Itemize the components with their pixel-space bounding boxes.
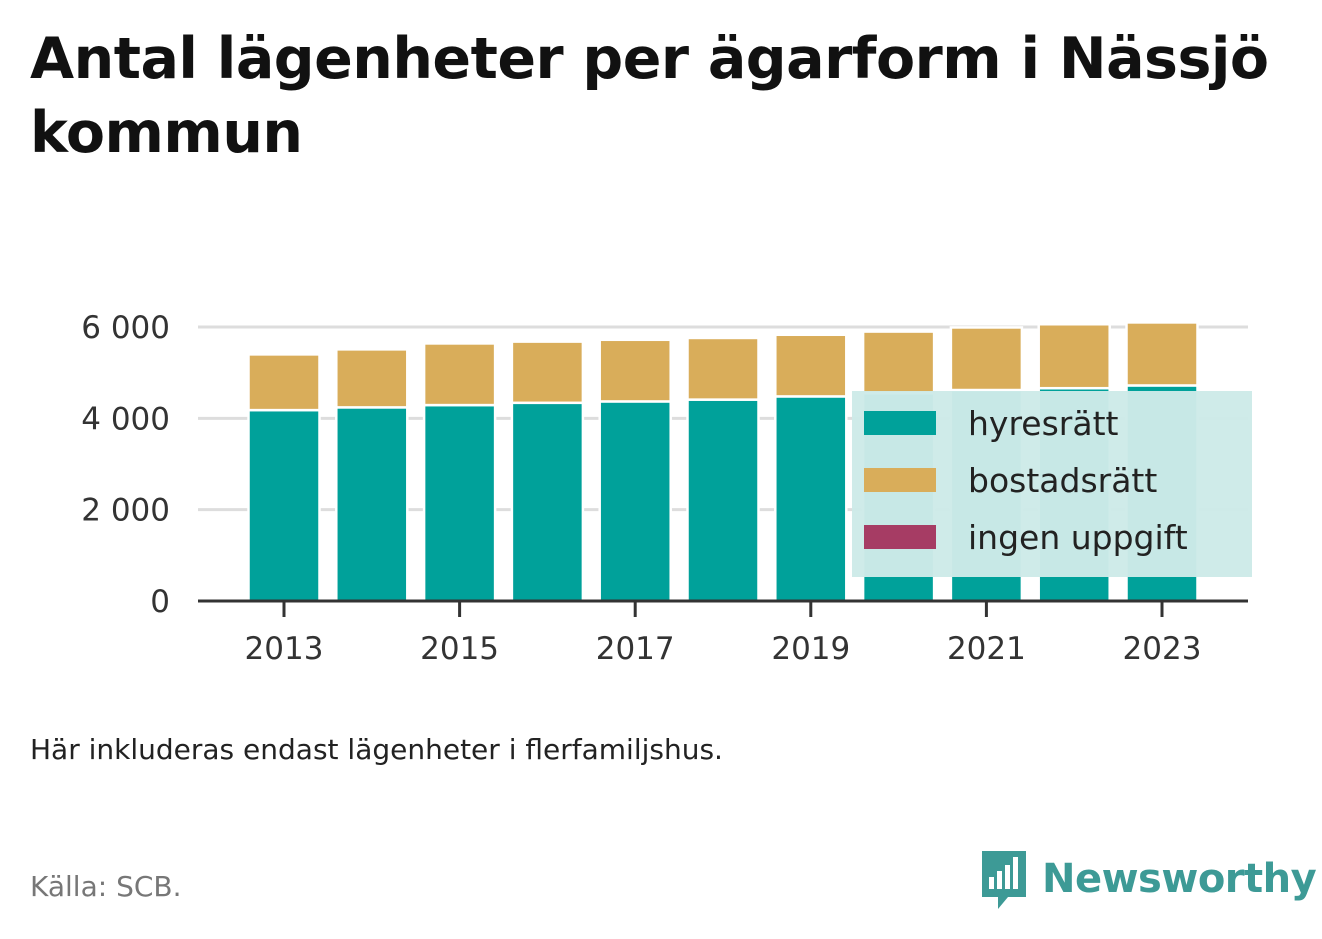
bar-stack-2017 (598, 338, 672, 603)
bar-bostadsrätt (598, 338, 672, 403)
bar-stack-2013 (247, 353, 321, 603)
source-text: Källa: SCB. (30, 870, 182, 903)
bar-stack-2016 (510, 340, 585, 603)
bar-hyresrätt (774, 395, 848, 603)
bar-hyresrätt (686, 398, 760, 603)
bar-bostadsrätt (861, 330, 936, 395)
bar-bostadsrätt (949, 326, 1024, 392)
bar-hyresrätt (247, 408, 321, 603)
bar-hyresrätt (335, 406, 409, 603)
bar-stack-2019 (774, 333, 848, 603)
bar-hyresrätt (510, 401, 585, 603)
bar-bostadsrätt (686, 336, 760, 401)
bar-bostadsrätt (247, 353, 321, 412)
bar-stack-2018 (686, 336, 760, 603)
x-axis-ticks: 2013 2015 2017 2019 2021 2023 (245, 601, 1202, 667)
legend-swatch (864, 468, 936, 492)
x-tick-label: 2017 (596, 631, 675, 667)
brand-name: Newsworthy (1042, 856, 1317, 902)
bar-bostadsrätt (335, 348, 409, 409)
legend: hyresrätt bostadsrätt ingen uppgift (864, 404, 1188, 557)
x-tick-label: 2023 (1123, 631, 1202, 667)
legend-label: hyresrätt (968, 404, 1119, 443)
bar-hyresrätt (422, 403, 497, 603)
bar-bostadsrätt (1125, 321, 1199, 387)
legend-label: bostadsrätt (968, 461, 1157, 500)
y-tick-label: 6 000 (81, 310, 170, 346)
legend-swatch (864, 525, 936, 549)
y-tick-label: 2 000 (81, 493, 170, 529)
newsworthy-icon (982, 851, 1026, 909)
bar-bostadsrätt (774, 333, 848, 398)
y-tick-label: 0 (150, 584, 170, 620)
chart-title: Antal lägenheter per ägarform i Nässjö k… (30, 26, 1269, 166)
bar-bostadsrätt (1037, 323, 1111, 390)
x-tick-label: 2015 (420, 631, 499, 667)
bar-bostadsrätt (422, 342, 497, 407)
y-tick-label: 4 000 (81, 401, 170, 437)
x-tick-label: 2019 (771, 631, 850, 667)
brand-logo[interactable]: Newsworthy (978, 846, 1317, 912)
bar-stack-2014 (335, 348, 409, 603)
bar-stack-2015 (422, 342, 497, 603)
bar-hyresrätt (598, 400, 672, 603)
legend-label: ingen uppgift (968, 518, 1188, 557)
x-tick-label: 2021 (947, 631, 1026, 667)
chart-note: Här inkluderas endast lägenheter i flerf… (30, 733, 723, 766)
x-tick-label: 2013 (245, 631, 324, 667)
legend-swatch (864, 411, 936, 435)
bar-bostadsrätt (510, 340, 585, 405)
y-axis-ticks: 0 2 000 4 000 6 000 (81, 310, 170, 620)
